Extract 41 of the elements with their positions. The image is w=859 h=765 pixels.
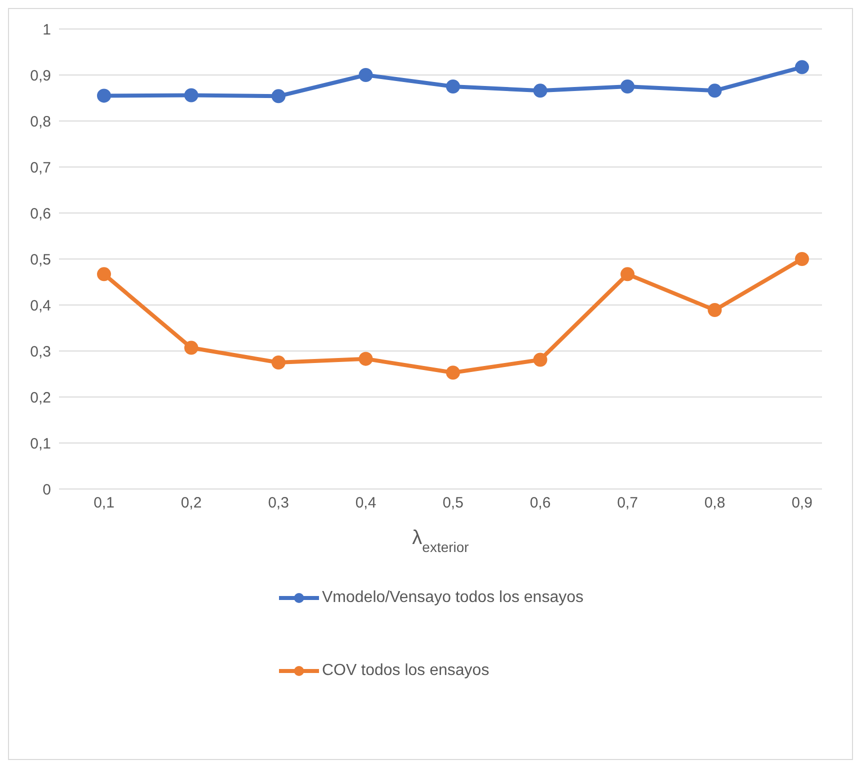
point (446, 366, 460, 380)
point (97, 88, 111, 103)
x-tick-label: 0,4 (355, 494, 376, 512)
x-tick-label: 0,5 (442, 494, 464, 512)
point (795, 252, 809, 266)
x-tick-label: 0,1 (94, 494, 114, 512)
y-tick-label: 0,7 (30, 159, 51, 176)
point (446, 80, 460, 94)
y-tick-label: 1 (42, 21, 51, 38)
point (708, 84, 722, 98)
x-tick-label: 0,9 (792, 494, 812, 512)
y-tick-label: 0,8 (30, 113, 51, 130)
y-tick-label: 0,4 (30, 297, 51, 314)
x-tick-label: 0,8 (704, 494, 726, 512)
point (184, 88, 198, 102)
y-tick-label: 0 (42, 481, 51, 498)
point (97, 267, 111, 282)
y-tick-label: 0,3 (30, 343, 51, 360)
legend-label: COV todos los ensayos (321, 662, 490, 680)
point (620, 80, 634, 94)
point (795, 60, 809, 74)
y-tick-label: 0,9 (30, 67, 51, 84)
x-tick-label: 0,2 (180, 494, 202, 512)
point (184, 340, 198, 355)
point (533, 84, 548, 98)
y-tick-label: 0,2 (30, 389, 51, 406)
x-tick-label: 0,6 (530, 494, 551, 512)
point (620, 267, 634, 282)
x-tick-label: 0,7 (617, 494, 638, 512)
point (272, 356, 286, 370)
y-tick-label: 0,5 (30, 251, 51, 268)
point (272, 89, 286, 104)
point (533, 352, 548, 367)
x-axis-title: λ$_{exterior}$ (412, 527, 470, 555)
x-tick-label: 0,3 (268, 494, 289, 512)
legend-label: Vmodelo/Vensayo todos los ensayos (321, 589, 584, 607)
y-tick-label: 0,1 (30, 435, 51, 452)
point (358, 352, 373, 366)
point (358, 68, 373, 82)
y-tick-label: 0,6 (30, 205, 51, 222)
point (708, 303, 722, 318)
